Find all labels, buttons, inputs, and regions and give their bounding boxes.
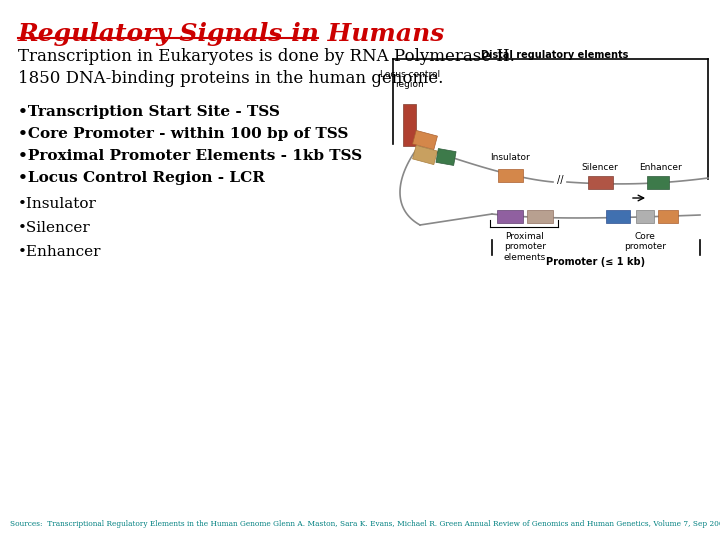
Text: Sources:  Transcriptional Regulatory Elements in the Human Genome  Glenn A. Mast: Sources: Transcriptional Regulatory Elem… bbox=[0, 539, 1, 540]
Bar bbox=[402, 104, 415, 146]
Text: Distal regulatory elements: Distal regulatory elements bbox=[481, 50, 629, 60]
Bar bbox=[413, 145, 438, 165]
Text: •Transcription Start Site - TSS: •Transcription Start Site - TSS bbox=[18, 105, 280, 119]
Text: Locus control
region: Locus control region bbox=[380, 70, 440, 90]
Text: Sources:  Transcriptional Regulatory Elements in the Human Genome Glenn A. Masto: Sources: Transcriptional Regulatory Elem… bbox=[10, 520, 720, 528]
Text: Enhancer: Enhancer bbox=[639, 163, 681, 172]
Bar bbox=[498, 168, 523, 181]
Bar bbox=[606, 210, 630, 222]
Bar bbox=[413, 130, 438, 150]
Text: •Enhancer: •Enhancer bbox=[18, 245, 102, 259]
Bar bbox=[497, 210, 523, 222]
Text: •Silencer: •Silencer bbox=[18, 221, 91, 235]
Text: Proximal
promoter
elements: Proximal promoter elements bbox=[504, 232, 546, 262]
Text: •Locus Control Region - LCR: •Locus Control Region - LCR bbox=[18, 171, 265, 185]
Text: Insulator: Insulator bbox=[490, 153, 530, 162]
Text: •Proximal Promoter Elements - 1kb TSS: •Proximal Promoter Elements - 1kb TSS bbox=[18, 149, 362, 163]
Text: 1850 DNA-binding proteins in the human genome.: 1850 DNA-binding proteins in the human g… bbox=[18, 70, 444, 87]
Text: Core
promoter: Core promoter bbox=[624, 232, 666, 252]
Text: Promoter (≤ 1 kb): Promoter (≤ 1 kb) bbox=[546, 257, 646, 267]
Text: Glenn A. Maston, Sara K. Evans, Michael R. Green: Glenn A. Maston, Sara K. Evans, Michael … bbox=[0, 539, 1, 540]
Text: Transcription in Eukaryotes is done by RNA Polymerase II.: Transcription in Eukaryotes is done by R… bbox=[18, 48, 515, 65]
Bar bbox=[658, 210, 678, 222]
Bar bbox=[436, 148, 456, 165]
Text: //: // bbox=[557, 175, 563, 185]
Bar bbox=[636, 210, 654, 222]
Text: Sources:  Transcriptional Regulatory Elements in the Human Genome: Sources: Transcriptional Regulatory Elem… bbox=[0, 539, 1, 540]
Text: Regulatory Signals in Humans: Regulatory Signals in Humans bbox=[18, 22, 446, 46]
Bar bbox=[527, 210, 553, 222]
Bar bbox=[647, 176, 669, 188]
Text: •Insulator: •Insulator bbox=[18, 197, 97, 211]
Bar bbox=[588, 176, 613, 188]
Text: Silencer: Silencer bbox=[582, 163, 618, 172]
Text: •Core Promoter - within 100 bp of TSS: •Core Promoter - within 100 bp of TSS bbox=[18, 127, 348, 141]
